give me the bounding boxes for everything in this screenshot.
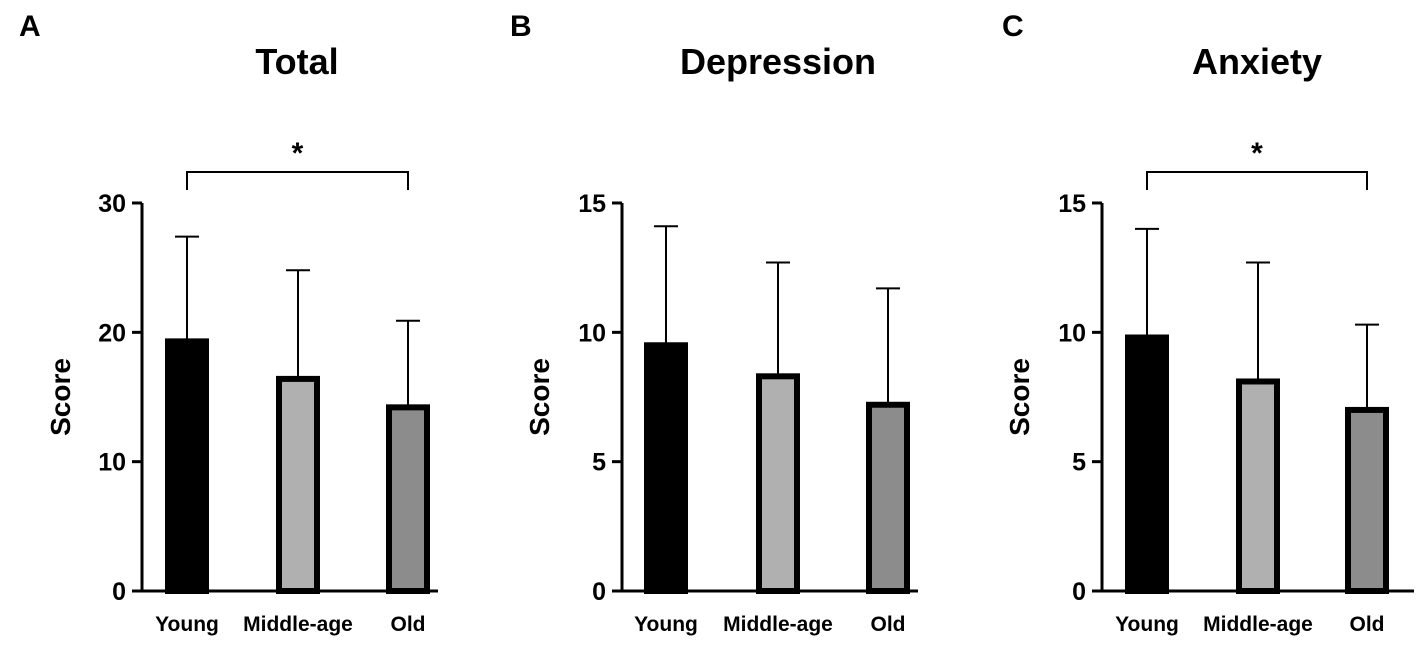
y-axis-label: Score: [524, 358, 555, 436]
panel-b: B Depression Score 0 5 10 15 Young Middle-age…: [510, 10, 918, 636]
bar-middle-age: [1236, 378, 1280, 595]
bar-young: [1125, 334, 1169, 594]
y-tick-label: 15: [578, 190, 606, 218]
bar-young: [165, 338, 209, 594]
x-tick-label: Middle-age: [1203, 613, 1313, 636]
y-tick-label: 0: [592, 578, 606, 606]
x-tick-label: Old: [391, 613, 426, 636]
bar-old: [866, 401, 910, 595]
panel-title: Depression: [680, 41, 876, 82]
bar-middle-age: [276, 375, 320, 595]
y-tick-label: 0: [1072, 578, 1086, 606]
y-axis-label: Score: [1004, 358, 1035, 436]
panel-letter: B: [510, 10, 532, 43]
panel-letter: C: [1002, 10, 1024, 43]
plot-area: 0 5 10 15 Young Middle-age Old: [578, 190, 918, 636]
x-tick-label: Young: [634, 613, 698, 636]
y-tick-label: 10: [578, 319, 606, 347]
y-tick-label: 10: [1058, 319, 1086, 347]
plot-area: 0 10 20 30 Young Middle-age Old *: [98, 137, 438, 636]
y-tick-label: 0: [112, 578, 126, 606]
significance-bracket: [186, 171, 409, 190]
significance-marker: *: [1251, 137, 1263, 170]
y-tick-label: 30: [98, 190, 126, 218]
panel-a: A Total Score 0 10 20 30 Young Middle-age Old *: [19, 10, 438, 636]
panel-c: C Anxiety Score 0 5 10 15 Young Middle-age Old…: [1002, 10, 1414, 636]
y-axis-label: Score: [45, 358, 76, 436]
y-tick-label: 5: [592, 449, 606, 477]
y-tick-label: 10: [98, 449, 126, 477]
x-tick-label: Young: [155, 613, 219, 636]
y-tick-label: 20: [98, 319, 126, 347]
significance-bracket: [1146, 171, 1368, 190]
panel-letter: A: [19, 10, 41, 43]
x-tick-label: Old: [1350, 613, 1385, 636]
significance-marker: *: [292, 137, 304, 170]
bar-young: [644, 342, 688, 594]
y-tick-label: 5: [1072, 449, 1086, 477]
x-tick-label: Young: [1115, 613, 1179, 636]
y-tick-label: 15: [1058, 190, 1086, 218]
plot-area: 0 5 10 15 Young Middle-age Old *: [1058, 137, 1414, 636]
panel-title: Total: [255, 41, 338, 82]
panel-title: Anxiety: [1192, 41, 1322, 82]
x-tick-label: Middle-age: [243, 613, 353, 636]
bar-old: [386, 404, 430, 595]
bar-old: [1345, 406, 1389, 594]
bar-middle-age: [756, 373, 800, 594]
x-tick-label: Middle-age: [723, 613, 833, 636]
x-tick-label: Old: [871, 613, 906, 636]
